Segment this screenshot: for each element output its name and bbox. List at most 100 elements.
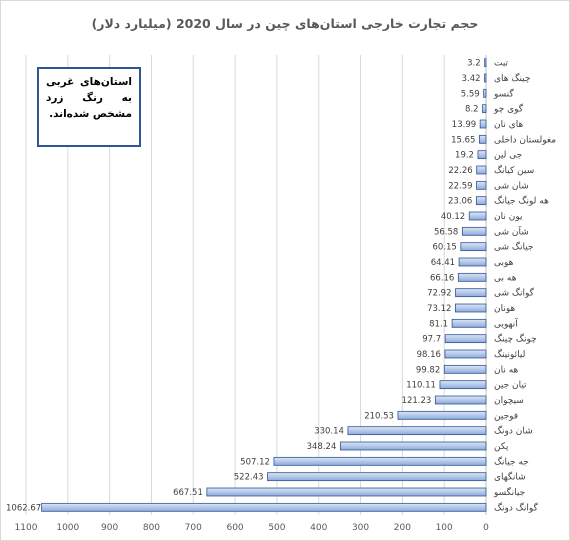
bar-value-label: 97.7: [422, 335, 441, 345]
bar: [339, 441, 487, 451]
bar-value-label: 56.58: [434, 227, 458, 237]
category-label: سیچوان: [494, 396, 524, 406]
x-tick-label: 200: [394, 523, 411, 533]
x-tick-label: 800: [143, 523, 160, 533]
category-label: مغولستان داخلی: [494, 135, 556, 145]
bar-value-label: 507.12: [240, 457, 270, 467]
bar: [455, 303, 487, 313]
bar: [476, 165, 487, 175]
bar: [479, 134, 487, 144]
bar-value-label: 3.2: [467, 59, 481, 69]
bar-value-label: 15.65: [451, 135, 475, 145]
category-label: چونگ چینگ: [494, 333, 537, 345]
x-tick-label: 600: [226, 523, 243, 533]
bar: [468, 211, 487, 221]
x-tick-label: 100: [436, 523, 453, 533]
bar-value-label: 23.06: [448, 197, 472, 207]
x-tick-label: 900: [101, 523, 118, 533]
x-tick-label: 300: [352, 523, 369, 533]
bar-value-label: 73.12: [427, 304, 451, 314]
bar: [397, 410, 487, 420]
bar-value-label: 60.15: [433, 243, 457, 253]
bar-value-label: 3.42: [462, 74, 481, 84]
category-label: هوبی: [494, 258, 514, 268]
category-label: گوانگ شی: [494, 287, 535, 299]
bar-value-label: 667.51: [173, 488, 203, 498]
bar-value-label: 5.59: [461, 89, 480, 99]
bar: [434, 395, 487, 405]
category-label: آنهویی: [494, 317, 518, 329]
category-label: تبت: [494, 59, 509, 69]
bar: [458, 257, 487, 267]
bar: [451, 318, 487, 328]
category-label: شانگهای: [494, 471, 526, 483]
bar-value-label: 210.53: [364, 411, 394, 421]
category-label: هه لونگ جیانگ: [494, 195, 549, 207]
category-label: چینگ های: [494, 72, 530, 84]
bar: [475, 196, 487, 206]
bar-value-label: 64.41: [431, 258, 455, 268]
x-tick-label: 700: [185, 523, 202, 533]
bar: [484, 73, 487, 83]
bar-value-label: 348.24: [307, 442, 337, 452]
category-label: جی لین: [494, 151, 522, 161]
x-tick-label: 1100: [15, 523, 38, 533]
category-label: پکن: [494, 442, 509, 452]
bar-value-label: 40.12: [441, 212, 465, 222]
bar: [41, 502, 487, 512]
bar: [482, 104, 487, 114]
bar: [444, 334, 487, 344]
category-label: گنسو: [493, 87, 514, 99]
bar-value-label: 121.23: [402, 396, 432, 406]
category-label: شان شی: [494, 181, 529, 191]
category-label: تیان جین: [494, 381, 527, 391]
bar: [476, 180, 487, 190]
category-label: لیائونینگ: [494, 348, 525, 360]
bar: [460, 242, 487, 252]
bar-value-label: 66.16: [430, 273, 454, 283]
bar-value-label: 22.26: [448, 166, 472, 176]
x-tick-label: 1000: [56, 523, 79, 533]
bar: [484, 58, 487, 68]
bar: [439, 380, 487, 390]
x-tick-label: 500: [268, 523, 285, 533]
annotation-note: استان‌های غربی به رنگ زرد مشخص شده‌اند.: [37, 67, 141, 147]
bar-value-label: 522.43: [234, 473, 264, 483]
bar: [483, 88, 487, 98]
x-tick-label: 0: [483, 523, 489, 533]
bar-value-label: 110.11: [406, 381, 436, 391]
category-label: جیانگسو: [493, 486, 525, 498]
bar: [443, 364, 487, 374]
bar: [457, 272, 487, 282]
bar-value-label: 99.82: [416, 365, 440, 375]
category-label: سین کیانگ: [494, 164, 534, 176]
category-label: هه نان: [494, 365, 519, 375]
bar: [455, 288, 487, 298]
bar-value-label: 98.16: [417, 350, 441, 360]
bar: [477, 150, 487, 160]
bar-value-label: 19.2: [455, 151, 474, 161]
bar: [347, 426, 487, 436]
bar: [444, 349, 487, 359]
category-label: شآن شی: [494, 225, 529, 237]
category-label: فوجین: [494, 411, 518, 421]
bar-value-label: 72.92: [427, 289, 451, 299]
bar: [273, 456, 487, 466]
bar-value-label: 81.1: [429, 319, 448, 329]
category-label: جه جیانگ: [494, 455, 529, 467]
bar-value-label: 22.59: [448, 181, 472, 191]
bar: [461, 226, 487, 236]
bar-value-label: 330.14: [314, 427, 344, 437]
bar-value-label: 13.99: [452, 120, 476, 130]
bar: [206, 487, 487, 497]
category-label: های نان: [494, 120, 524, 130]
category-label: گوی چو: [493, 103, 524, 115]
category-label: گوانگ دونگ: [494, 501, 538, 513]
bar: [479, 119, 487, 129]
bar-value-label: 8.2: [465, 105, 479, 115]
category-label: هه بی: [494, 273, 517, 283]
category-label: هونان: [494, 304, 516, 314]
chart-title: حجم تجارت خارجی استان‌های چین در سال 202…: [91, 16, 479, 31]
x-tick-label: 400: [310, 523, 327, 533]
